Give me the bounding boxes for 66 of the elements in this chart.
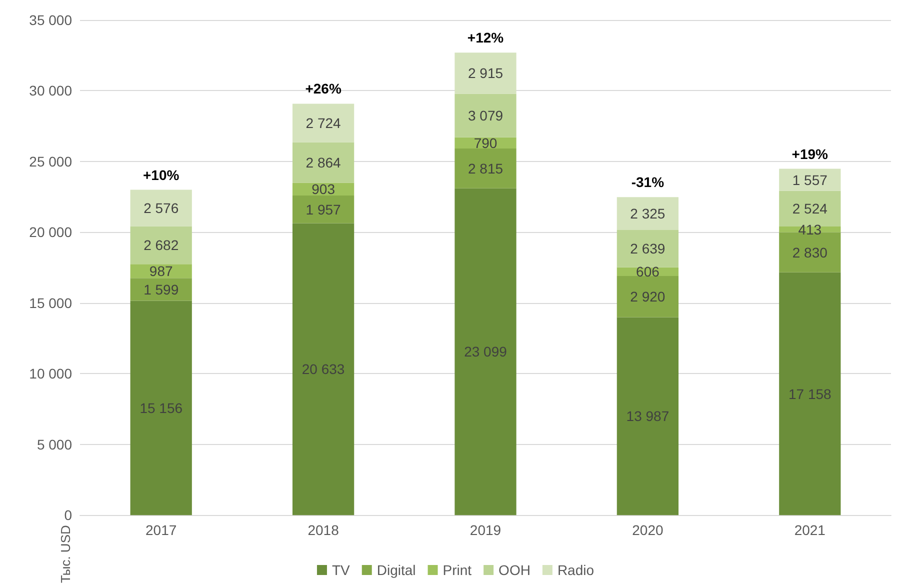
- data-label: 2 864: [306, 154, 342, 171]
- data-label: 1 557: [792, 172, 828, 188]
- data-label: 1 957: [306, 201, 342, 218]
- bar: [292, 142, 354, 183]
- bar: [616, 317, 679, 516]
- annotation: +19%: [792, 146, 829, 162]
- bar: [292, 104, 354, 142]
- data-label: 2 682: [144, 237, 179, 254]
- x-tick-label: 2017: [146, 522, 177, 538]
- data-label: 3 079: [468, 108, 504, 124]
- bar: [454, 52, 516, 94]
- x-tick-label: 2020: [632, 522, 664, 538]
- annotation: +12%: [467, 30, 504, 46]
- y-tick-label: 10 000: [29, 366, 72, 382]
- data-label: 17 158: [788, 386, 832, 402]
- y-tick-label: 15 000: [29, 294, 72, 311]
- data-label: 2 815: [468, 160, 504, 176]
- data-label: 13 987: [626, 408, 670, 424]
- bar: [130, 226, 192, 264]
- data-label: 2 724: [306, 115, 342, 131]
- legend-label: Radio: [557, 562, 594, 578]
- data-label: 790: [474, 134, 498, 151]
- bar: [130, 300, 192, 516]
- y-axis-title: Тыс. USD: [58, 525, 73, 584]
- annotation: +10%: [143, 166, 180, 183]
- legend-label: TV: [332, 562, 351, 578]
- bar: [454, 148, 516, 188]
- y-tick-label: 5 000: [36, 436, 72, 452]
- data-label: 903: [312, 181, 336, 198]
- bar: [616, 230, 679, 268]
- y-tick-label: 35 000: [29, 12, 72, 28]
- data-label: 987: [149, 263, 173, 280]
- data-label: 2 830: [792, 244, 828, 260]
- x-tick-label: 2021: [794, 522, 826, 538]
- bar: [130, 190, 192, 226]
- bar: [454, 94, 516, 138]
- y-tick-label: 25 000: [29, 153, 72, 170]
- data-label: 23 099: [464, 344, 508, 360]
- y-tick-label: 20 000: [29, 224, 72, 240]
- data-label: 2 920: [630, 288, 666, 305]
- legend-label: Digital: [376, 562, 416, 578]
- bar: [292, 196, 354, 224]
- bar: [779, 168, 841, 191]
- data-label: 2 524: [792, 200, 828, 217]
- bar: [616, 197, 679, 230]
- data-label: 2 576: [144, 200, 179, 216]
- data-label: 20 633: [302, 361, 345, 378]
- y-tick-label: 0: [64, 507, 72, 524]
- data-label: 15 156: [140, 400, 183, 416]
- legend-label: OOH: [498, 562, 530, 578]
- data-label: 2 915: [468, 65, 504, 82]
- bar: [616, 276, 679, 318]
- data-label: 1 599: [144, 281, 179, 298]
- bar: [292, 223, 354, 516]
- bar: [779, 272, 841, 516]
- legend-label: Print: [442, 562, 472, 578]
- annotation: -31%: [631, 174, 665, 190]
- x-tick-label: 2018: [308, 522, 340, 538]
- data-label: 2 639: [630, 240, 666, 257]
- bar: [454, 188, 516, 516]
- x-tick-label: 2019: [470, 522, 502, 538]
- data-label: 606: [636, 264, 660, 280]
- annotation: +26%: [305, 80, 342, 97]
- data-label: 413: [798, 221, 822, 238]
- y-tick-label: 30 000: [29, 82, 72, 99]
- data-label: 2 325: [630, 206, 666, 222]
